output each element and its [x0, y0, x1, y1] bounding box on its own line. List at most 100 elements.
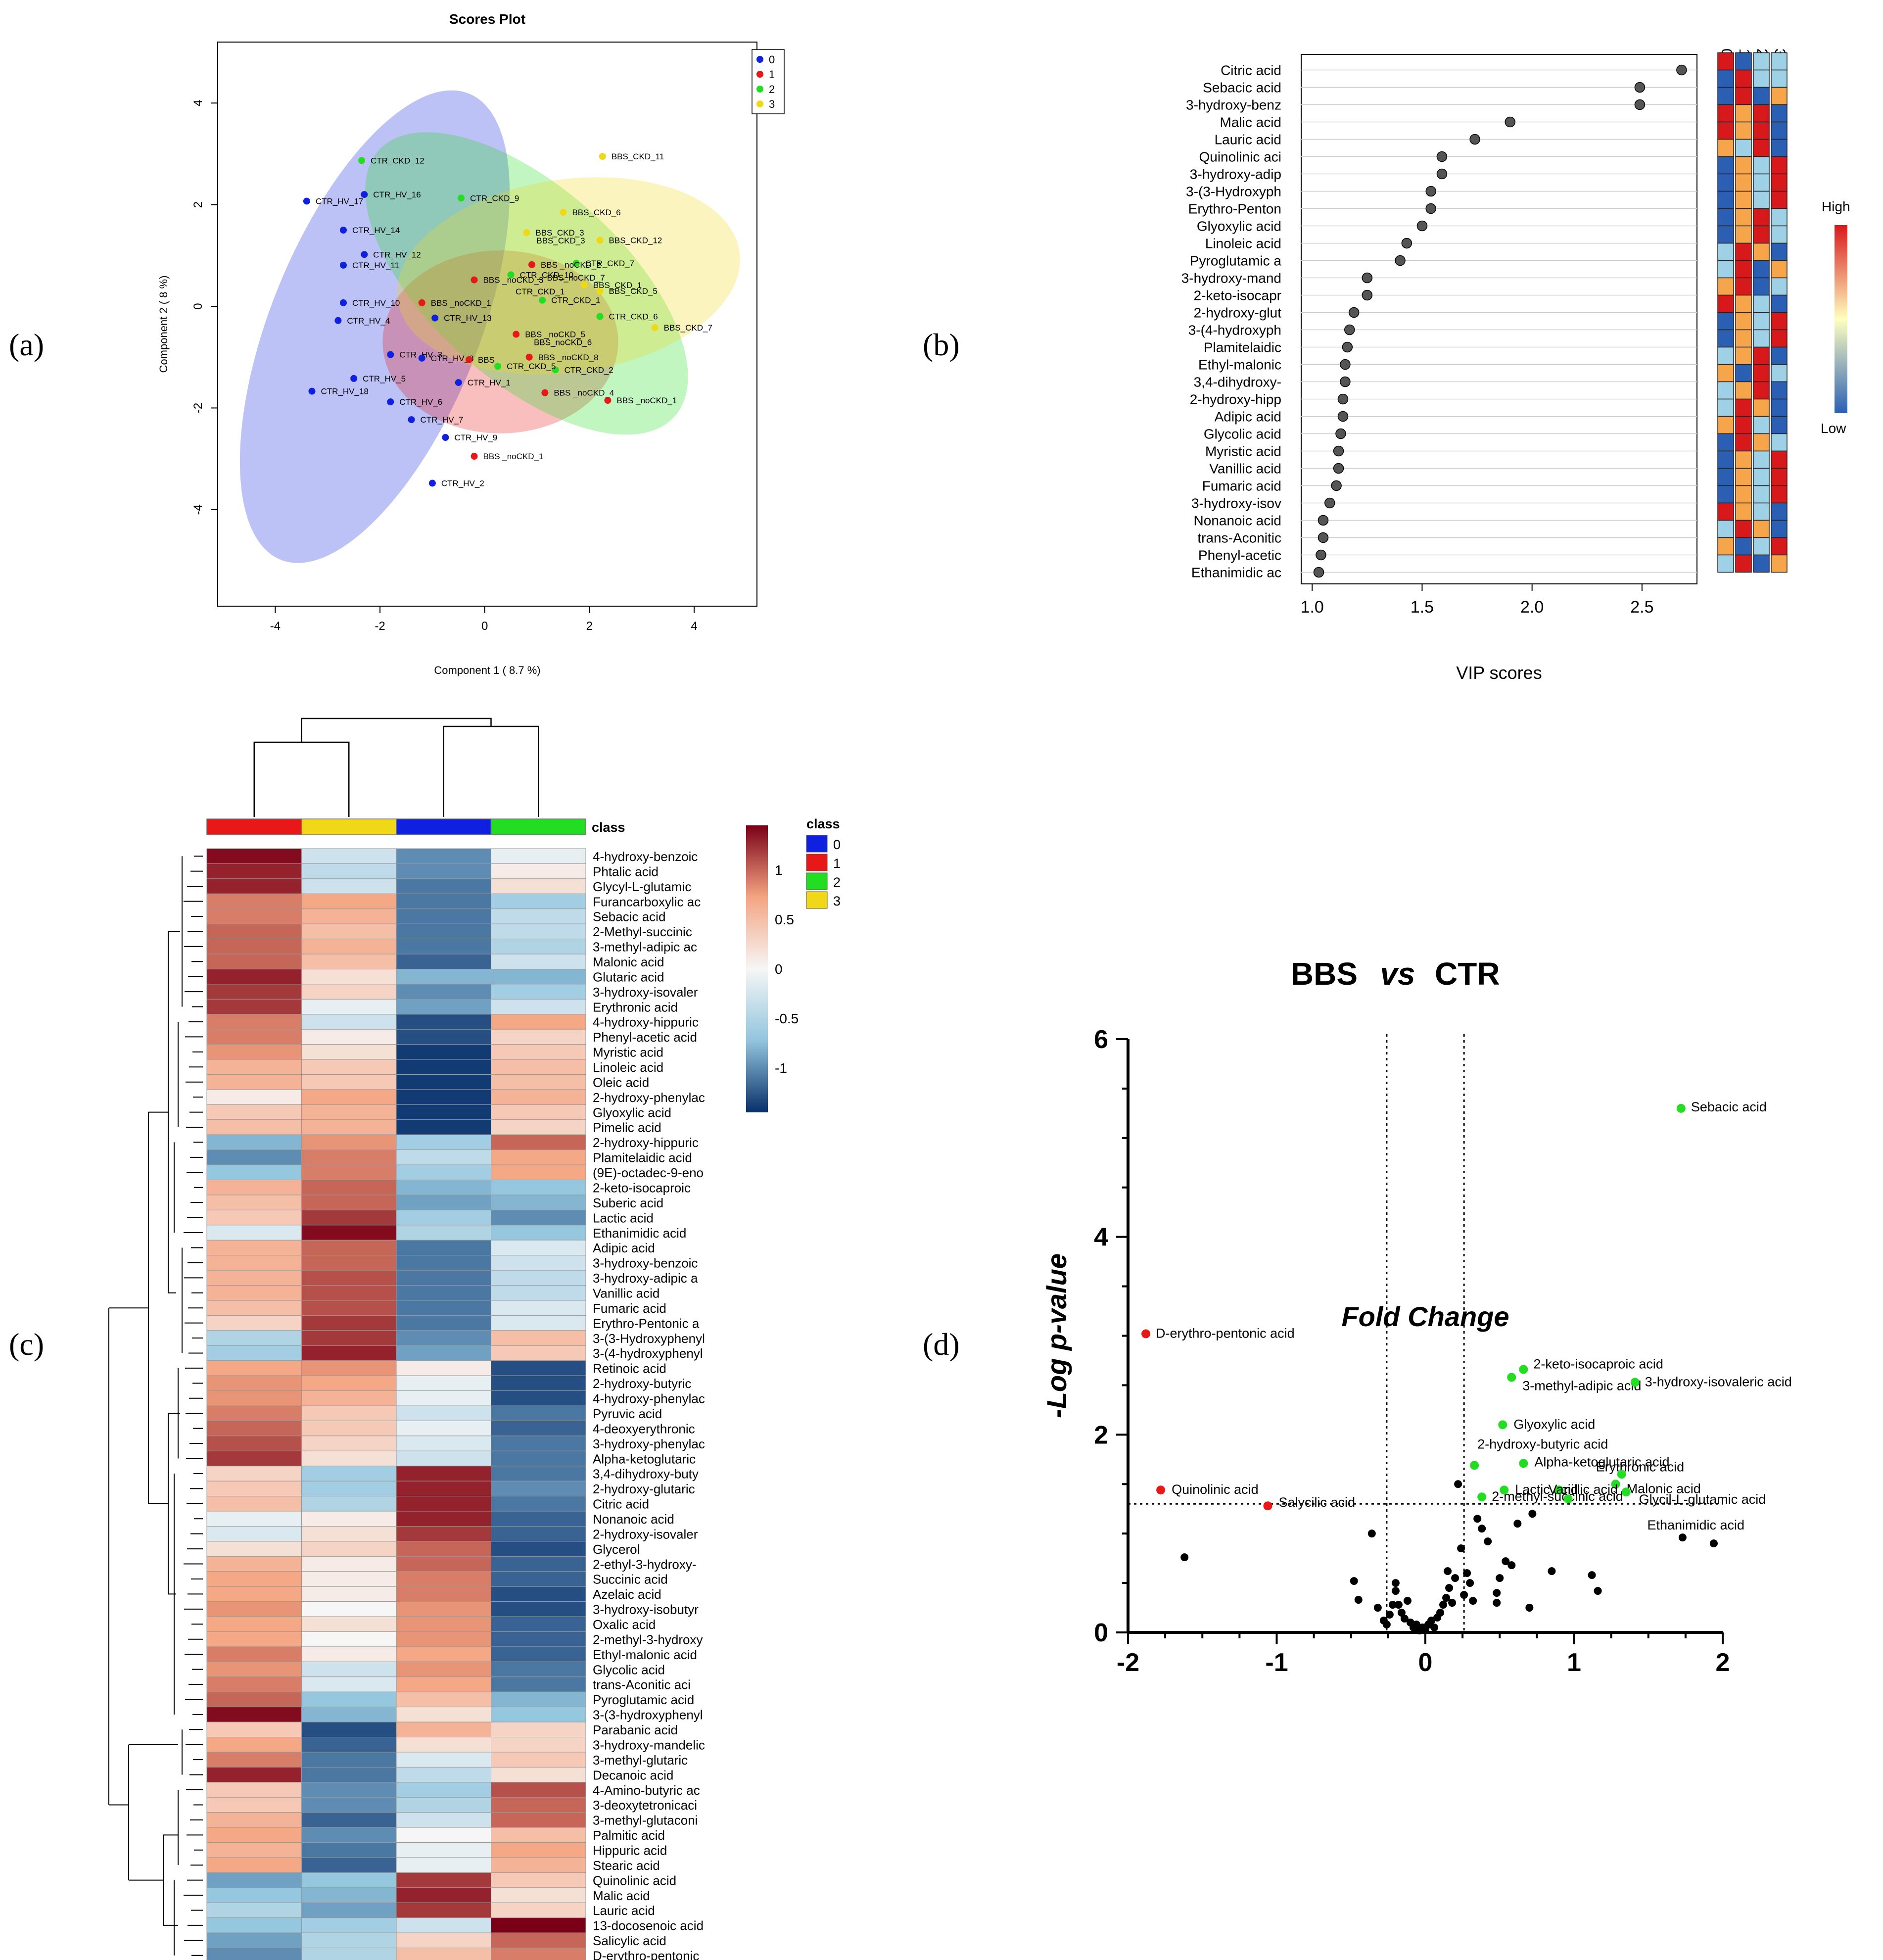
heatmap-row-label: Ethyl-malonic acid [593, 1647, 697, 1662]
volcano-point [1397, 1609, 1406, 1617]
score-point [552, 366, 559, 374]
heatmap-cell [491, 1180, 586, 1195]
volcano-significant-point [1156, 1485, 1166, 1495]
heatmap-cell [206, 1089, 302, 1105]
heatmap-cell [206, 1209, 302, 1226]
vip-feature-label: Glyoxylic acid [1197, 219, 1281, 234]
heatmap-cell [301, 1948, 397, 1960]
heatmap-cell [491, 1119, 586, 1135]
heatmap-cell [396, 1149, 491, 1165]
heatmap-cell [396, 1466, 491, 1482]
heatmap-cell [396, 1059, 491, 1075]
heatmap-cell [396, 923, 491, 940]
vip-score-point [1395, 255, 1406, 266]
heatmap-row-label: 4-hydroxy-phenylac [593, 1391, 705, 1406]
heatmap-cell [206, 1014, 302, 1030]
heatmap-cell [301, 1119, 397, 1135]
heatmap-cell [396, 1857, 491, 1873]
heatmap-cell [206, 1074, 302, 1090]
legend-marker [756, 71, 763, 78]
vip-heat-cell [1735, 485, 1752, 504]
class-band-cell [206, 818, 302, 835]
heatmap-row-label: 3-(3-Hydroxyphenyl [593, 1331, 705, 1346]
heatmap-cell [301, 1104, 397, 1120]
heatmap-row-label: Quinolinic acid [593, 1873, 676, 1888]
cluster-label: BBS_noCKD_7 [547, 273, 605, 283]
heatmap-cell [301, 1164, 397, 1181]
vip-heat-cell [1771, 346, 1788, 365]
volcano-significant-point [1519, 1365, 1528, 1374]
vip-score-point [1425, 203, 1436, 214]
score-point [455, 379, 462, 386]
heatmap-cell [491, 1285, 586, 1301]
heatmap-cell [491, 878, 586, 894]
volcano-y-tick-label: 0 [1094, 1619, 1108, 1647]
vip-heat-cell [1717, 69, 1734, 88]
vip-heat-cell [1753, 52, 1770, 71]
heatmap-cell [301, 908, 397, 924]
score-point-label: BBS _noCKD_3 [483, 276, 544, 285]
heatmap-cell [396, 1405, 491, 1421]
heatmap-cell [491, 1255, 586, 1271]
heatmap-cell [301, 1014, 397, 1030]
heatmap-row-label: 4-Amino-butyric ac [593, 1783, 700, 1798]
heatmap-cell [301, 1420, 397, 1436]
heatmap-cell [301, 1586, 397, 1602]
heatmap-cell [491, 1466, 586, 1482]
heatmap-cell [206, 1782, 302, 1798]
score-point-label: BBS_CKD_3 [535, 228, 584, 238]
score-point-label: CTR_HV_11 [352, 261, 399, 270]
y-tick-label: 0 [191, 303, 205, 309]
vip-score-point [1335, 428, 1346, 439]
vip-heat-cell [1717, 121, 1734, 140]
heat-colorbar-tick: 0.5 [775, 912, 794, 927]
heat-colorbar-tick: -0.5 [775, 1011, 799, 1026]
vip-heat-cell [1753, 69, 1770, 88]
volcano-point [1350, 1577, 1358, 1585]
vip-heat-cell [1771, 537, 1788, 556]
heatmap-cell [491, 1902, 586, 1918]
vip-heat-cell [1735, 520, 1752, 538]
vip-feature-label: Glycolic acid [1204, 427, 1281, 442]
heatmap-cell [301, 1797, 397, 1813]
volcano-y-tick-label: 4 [1094, 1223, 1108, 1252]
heatmap-cell [301, 1225, 397, 1241]
vip-score-point [1331, 480, 1342, 491]
heatmap-cell [206, 1526, 302, 1542]
volcano-x-tick-label: -2 [1117, 1648, 1139, 1677]
vip-heat-cell [1771, 69, 1788, 88]
heatmap-row-label: 3-methyl-adipic ac [593, 940, 697, 955]
y-tick-label: 2 [191, 201, 205, 208]
heat-colorbar-tick: -1 [775, 1060, 787, 1076]
heatmap-row-label: Erythro-Pentonic a [593, 1316, 700, 1331]
vip-score-point [1340, 376, 1351, 387]
heatmap-row-label: 2-hydroxy-glutaric [593, 1482, 695, 1496]
score-point [599, 153, 606, 160]
heatmap-cell [396, 1812, 491, 1828]
vip-heat-cell [1771, 121, 1788, 140]
scores-plot-title: Scores Plot [449, 11, 525, 27]
heatmap-cell [491, 1616, 586, 1632]
vip-heat-cell [1771, 398, 1788, 417]
y-axis-label: Component 2 ( 8 %) [157, 276, 170, 373]
vip-score-point [1318, 532, 1329, 543]
score-point-label: BBS _noCKD_5 [525, 330, 585, 339]
heatmap-cell [301, 1887, 397, 1903]
class-band-cell [396, 818, 492, 835]
heatmap-cell [396, 1707, 491, 1722]
heatmap-cell [396, 878, 491, 894]
volcano-x-tick-label: 0 [1418, 1648, 1433, 1677]
heatmap-cell [491, 1014, 586, 1030]
heatmap-cell [301, 1601, 397, 1617]
vip-heat-cell [1771, 156, 1788, 175]
vip-heat-cell [1753, 294, 1770, 313]
heatmap-cell [396, 1270, 491, 1286]
heatmap-cell [206, 1948, 302, 1960]
vip-heat-cell [1717, 381, 1734, 400]
heatmap-row-label: Decanoic acid [593, 1768, 673, 1782]
heatmap-cell [206, 1812, 302, 1828]
heatmap-cell [301, 863, 397, 879]
heatmap-row-label: Retinoic acid [593, 1361, 666, 1376]
heatmap-cell [396, 999, 491, 1015]
